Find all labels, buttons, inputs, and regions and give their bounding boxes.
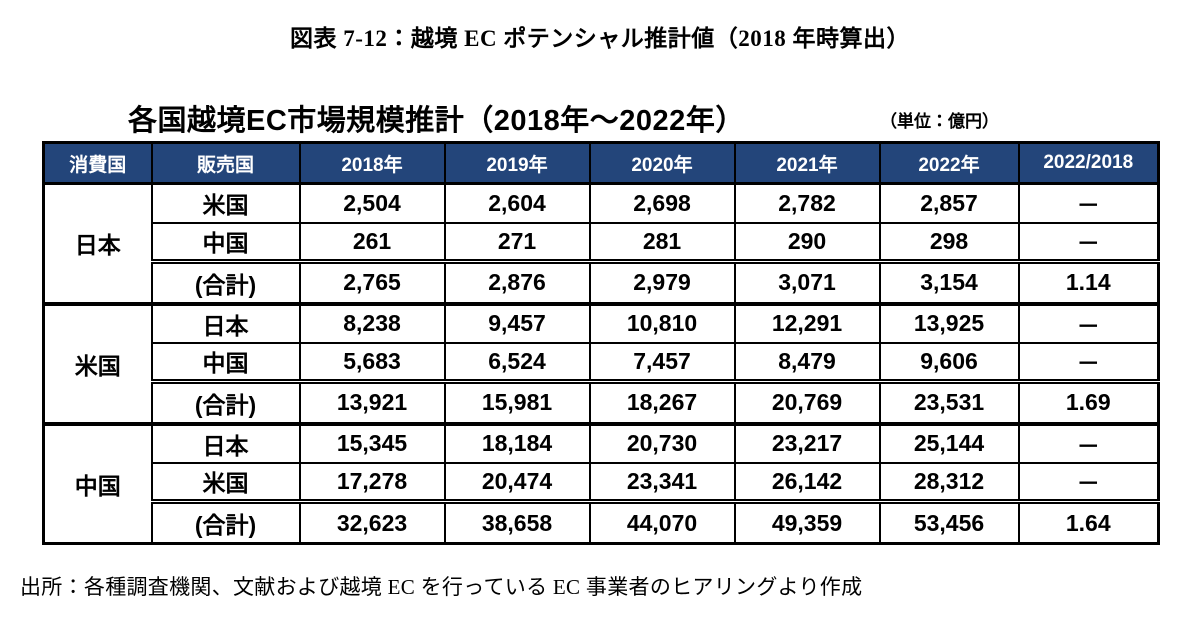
value-cell: 290 — [733, 221, 881, 263]
value-cell: 2,698 — [588, 182, 736, 224]
value-cell: 20,474 — [443, 461, 591, 503]
col-header-2022: 2022年 — [878, 141, 1020, 185]
value-cell: 38,658 — [443, 499, 591, 545]
figure-caption: 図表 7-12：越境 EC ポテンシャル推計値（2018 年時算出） — [289, 26, 911, 51]
table-row: 中国 261 271 281 290 298 － — [44, 221, 1160, 263]
value-cell: 2,857 — [878, 182, 1020, 224]
value-cell: 18,267 — [588, 379, 736, 425]
source-note: 出所：各種調査機関、文献および越境 EC を行っている EC 事業者のヒアリング… — [20, 575, 863, 599]
ratio-cell: － — [1017, 421, 1160, 464]
col-header-2018: 2018年 — [298, 141, 446, 185]
table-title-band: 各国越境EC市場規模推計（2018年～2022年） （単位：億円） — [42, 83, 1157, 141]
seller-country-cell: 日本 — [150, 421, 301, 464]
table-row: 日本 米国 2,504 2,604 2,698 2,782 2,857 － — [42, 182, 1160, 305]
table-row: 中国 日本 15,345 18,184 20,730 23,217 25,144… — [42, 421, 1160, 545]
value-cell: 2,504 — [298, 182, 446, 224]
value-cell: 15,345 — [298, 421, 446, 464]
value-cell: 23,217 — [733, 421, 881, 464]
value-cell: 26,142 — [733, 461, 881, 503]
value-cell: 2,876 — [443, 259, 591, 305]
seller-country-cell: 中国 — [150, 341, 301, 383]
value-cell: 9,457 — [443, 301, 591, 344]
ratio-cell: － — [1017, 301, 1160, 344]
col-header-2021: 2021年 — [733, 141, 881, 185]
value-cell: 28,312 — [878, 461, 1020, 503]
col-header-seller-country: 販売国 — [150, 141, 301, 185]
value-cell: 10,810 — [588, 301, 736, 344]
value-cell: 49,359 — [733, 499, 881, 545]
value-cell: 261 — [298, 221, 446, 263]
value-cell: 8,238 — [298, 301, 446, 344]
value-cell: 20,769 — [733, 379, 881, 425]
value-cell: 25,144 — [878, 421, 1020, 464]
seller-country-cell: (合計) — [150, 499, 301, 545]
header-row: 消費国 販売国 2018年 2019年 2020年 2021年 2022年 20… — [42, 141, 1160, 185]
value-cell: 2,979 — [588, 259, 736, 305]
ratio-cell: － — [1017, 341, 1160, 383]
table-row: 米国 日本 8,238 9,457 10,810 12,291 13,925 － — [42, 301, 1160, 425]
value-cell: 2,782 — [733, 182, 881, 224]
table-row: 米国 17,278 20,474 23,341 26,142 28,312 － — [44, 461, 1160, 503]
col-header-2020: 2020年 — [588, 141, 736, 185]
col-header-2019: 2019年 — [443, 141, 591, 185]
total-row: (合計) 2,765 2,876 2,979 3,071 3,154 1.14 — [44, 259, 1160, 305]
value-cell: 3,154 — [878, 259, 1020, 305]
value-cell: 32,623 — [298, 499, 446, 545]
ratio-cell: 1.69 — [1017, 379, 1160, 425]
col-header-ratio-2022-2018: 2022/2018 — [1017, 141, 1160, 185]
value-cell: 23,341 — [588, 461, 736, 503]
ratio-cell: － — [1017, 461, 1160, 503]
seller-country-cell: 米国 — [150, 182, 301, 224]
value-cell: 13,925 — [878, 301, 1020, 344]
value-cell: 8,479 — [733, 341, 881, 383]
seller-country-cell: 日本 — [150, 301, 301, 344]
value-cell: 281 — [588, 221, 736, 263]
ratio-cell: 1.64 — [1017, 499, 1160, 545]
table-row: 中国 5,683 6,524 7,457 8,479 9,606 － — [44, 341, 1160, 383]
ec-market-table: 消費国 販売国 2018年 2019年 2020年 2021年 2022年 20… — [42, 141, 1160, 545]
value-cell: 5,683 — [298, 341, 446, 383]
value-cell: 17,278 — [298, 461, 446, 503]
value-cell: 13,921 — [298, 379, 446, 425]
value-cell: 9,606 — [878, 341, 1020, 383]
table-title: 各国越境EC市場規模推計（2018年～2022年） — [128, 105, 745, 137]
ratio-cell: 1.14 — [1017, 259, 1160, 305]
value-cell: 2,765 — [298, 259, 446, 305]
value-cell: 15,981 — [443, 379, 591, 425]
ratio-cell: － — [1017, 182, 1160, 224]
ratio-cell: － — [1017, 221, 1160, 263]
unit-label: （単位：億円） — [880, 112, 999, 131]
seller-country-cell: 中国 — [150, 221, 301, 263]
seller-country-cell: (合計) — [150, 259, 301, 305]
total-row: (合計) 32,623 38,658 44,070 49,359 53,456 … — [44, 499, 1160, 545]
value-cell: 7,457 — [588, 341, 736, 383]
value-cell: 18,184 — [443, 421, 591, 464]
value-cell: 44,070 — [588, 499, 736, 545]
seller-country-cell: 米国 — [150, 461, 301, 503]
value-cell: 20,730 — [588, 421, 736, 464]
value-cell: 2,604 — [443, 182, 591, 224]
total-row: (合計) 13,921 15,981 18,267 20,769 23,531 … — [44, 379, 1160, 425]
value-cell: 12,291 — [733, 301, 881, 344]
seller-country-cell: (合計) — [150, 379, 301, 425]
consumer-country-cell: 米国 — [42, 301, 153, 425]
value-cell: 23,531 — [878, 379, 1020, 425]
value-cell: 6,524 — [443, 341, 591, 383]
value-cell: 298 — [878, 221, 1020, 263]
value-cell: 3,071 — [733, 259, 881, 305]
value-cell: 271 — [443, 221, 591, 263]
consumer-country-cell: 中国 — [42, 421, 153, 545]
col-header-consumer-country: 消費国 — [42, 141, 153, 185]
consumer-country-cell: 日本 — [42, 182, 153, 305]
value-cell: 53,456 — [878, 499, 1020, 545]
